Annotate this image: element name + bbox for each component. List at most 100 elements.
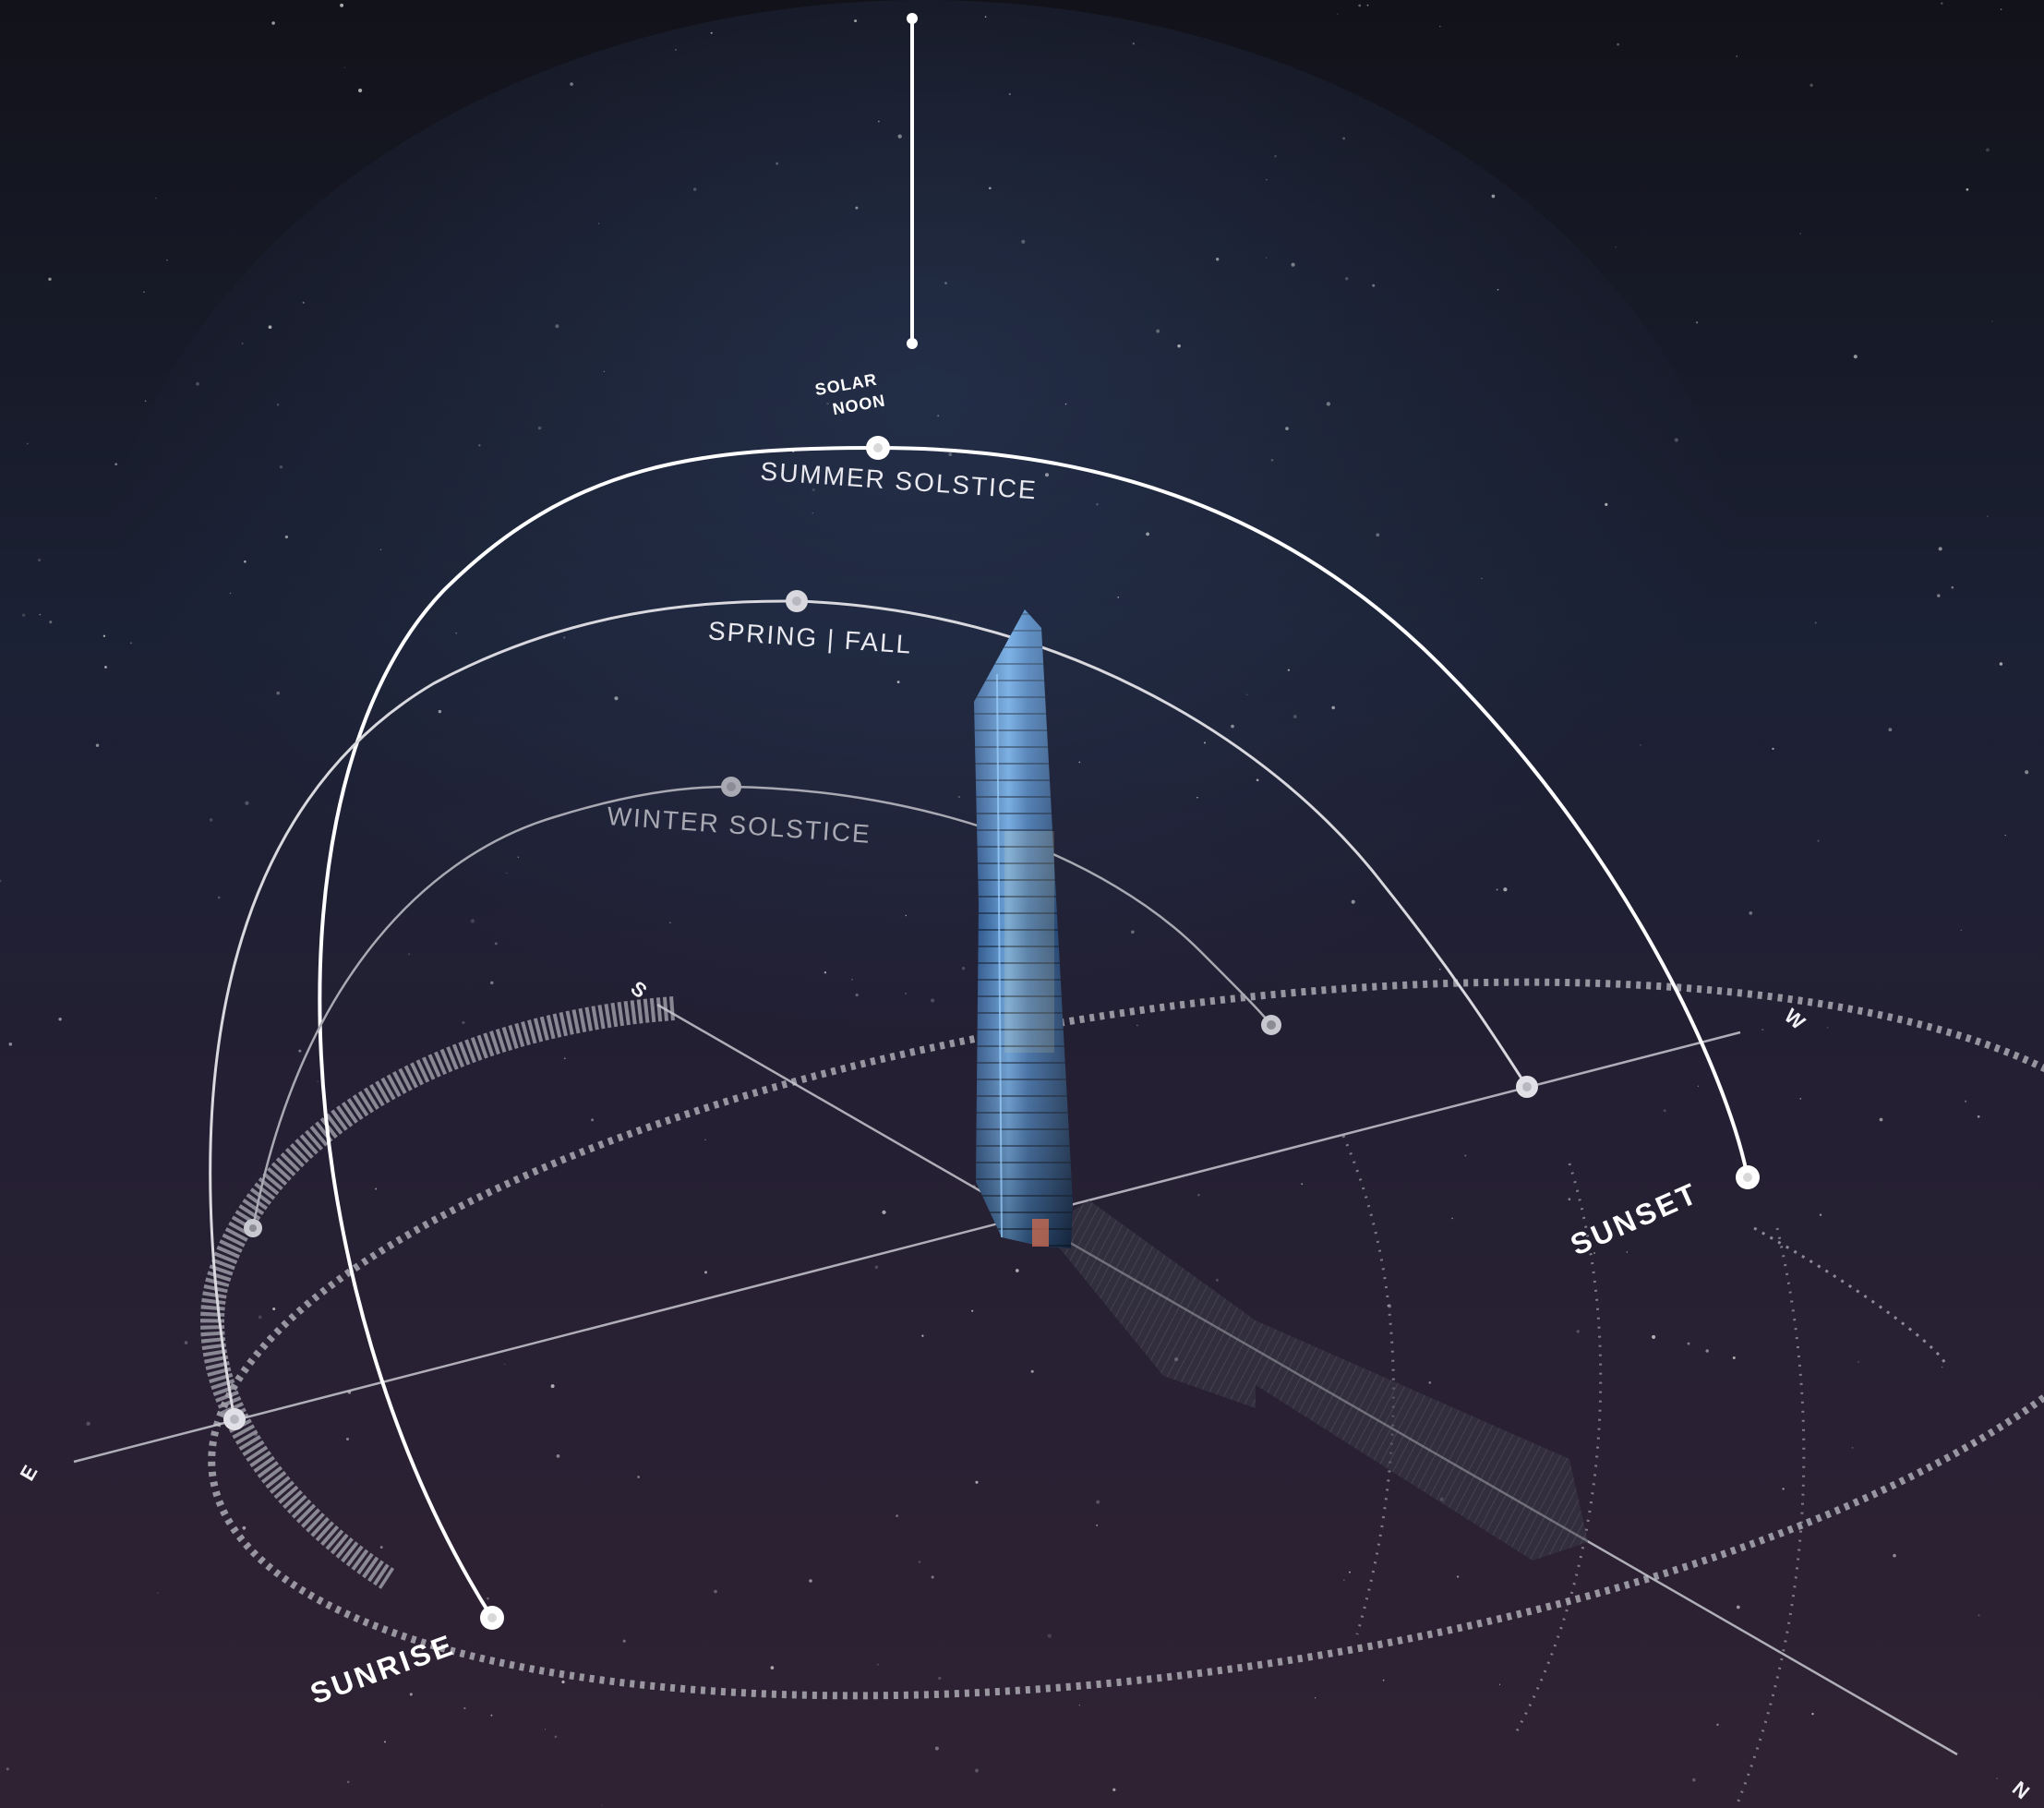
star xyxy=(1736,1605,1740,1609)
winter-solstice-path xyxy=(251,785,1272,1229)
star xyxy=(1285,427,1289,430)
star xyxy=(1231,724,1234,729)
star xyxy=(271,21,275,25)
star xyxy=(614,696,619,701)
star xyxy=(1274,154,1277,158)
star xyxy=(343,66,346,68)
star xyxy=(209,818,213,822)
star xyxy=(166,259,168,261)
star xyxy=(242,1525,246,1530)
star xyxy=(1021,239,1026,244)
star xyxy=(961,967,966,970)
star xyxy=(2000,8,2002,10)
star xyxy=(931,998,935,1003)
star xyxy=(897,134,902,139)
star xyxy=(882,1210,886,1215)
star xyxy=(1977,1115,1980,1118)
star xyxy=(1345,277,1349,281)
star xyxy=(1626,1251,1629,1253)
star xyxy=(974,1768,980,1773)
star xyxy=(1197,1193,1200,1197)
sunrise-winter-marker xyxy=(244,1219,262,1237)
star xyxy=(284,535,289,539)
star xyxy=(1503,887,1508,892)
star xyxy=(855,206,859,210)
star xyxy=(478,444,481,447)
star xyxy=(622,1639,626,1643)
star xyxy=(570,82,573,86)
star xyxy=(517,856,520,859)
star xyxy=(1799,1097,1802,1100)
star xyxy=(896,1514,898,1517)
star xyxy=(379,548,382,550)
star xyxy=(1960,929,1962,931)
east-west-axis xyxy=(73,1031,1741,1464)
star xyxy=(1131,930,1135,934)
star xyxy=(245,801,249,805)
star xyxy=(896,681,900,684)
star xyxy=(1640,744,1641,746)
star xyxy=(1858,1361,1859,1363)
star xyxy=(1456,1575,1460,1578)
star xyxy=(1096,1500,1100,1504)
star xyxy=(1687,1342,1690,1345)
star xyxy=(1078,1704,1080,1706)
star xyxy=(1938,547,1942,551)
star xyxy=(1464,1154,1467,1157)
star xyxy=(1826,1027,1829,1029)
skyscraper-illustration xyxy=(974,609,1073,1248)
star xyxy=(1438,969,1441,970)
star xyxy=(1810,83,1813,87)
star xyxy=(1270,458,1274,462)
star xyxy=(317,1080,319,1083)
star xyxy=(905,993,907,994)
sunset-summer-marker xyxy=(1736,1165,1760,1189)
star xyxy=(345,1437,350,1441)
star xyxy=(1301,1183,1304,1186)
star xyxy=(1705,1349,1709,1353)
star xyxy=(988,187,992,190)
star xyxy=(48,277,52,282)
star xyxy=(877,1663,879,1666)
star xyxy=(776,162,779,165)
star xyxy=(1177,344,1181,348)
star xyxy=(104,666,107,669)
star xyxy=(1966,187,1969,191)
star xyxy=(1991,320,1993,322)
star xyxy=(1196,796,1198,799)
star xyxy=(6,1767,9,1771)
star xyxy=(1695,321,1699,324)
star xyxy=(1951,585,1954,589)
star xyxy=(1064,403,1067,405)
summer-noon-marker xyxy=(866,436,890,460)
star xyxy=(1761,1029,1764,1031)
star xyxy=(455,632,458,634)
star xyxy=(704,1271,707,1274)
star xyxy=(563,1057,566,1060)
star xyxy=(1451,1217,1453,1220)
spring-fall-path xyxy=(209,599,1529,1420)
star xyxy=(1652,1334,1656,1339)
star xyxy=(1496,888,1498,891)
sunset-spring-marker xyxy=(1516,1076,1538,1098)
sky-glow xyxy=(92,0,1754,1293)
star xyxy=(184,1341,188,1344)
horizon-ring xyxy=(200,978,2044,1808)
star xyxy=(1814,621,1817,624)
star xyxy=(408,953,411,956)
star xyxy=(597,223,600,224)
star xyxy=(874,1265,879,1270)
star xyxy=(1428,1381,1432,1384)
star xyxy=(1996,1777,1999,1780)
star xyxy=(298,1049,302,1053)
star xyxy=(1265,257,1268,259)
star xyxy=(1216,258,1220,261)
star xyxy=(217,896,221,899)
star xyxy=(826,402,829,405)
star xyxy=(1986,148,1990,152)
star xyxy=(637,1476,640,1478)
star xyxy=(812,512,813,514)
star xyxy=(229,592,232,595)
star xyxy=(563,636,566,639)
star xyxy=(8,1042,13,1046)
